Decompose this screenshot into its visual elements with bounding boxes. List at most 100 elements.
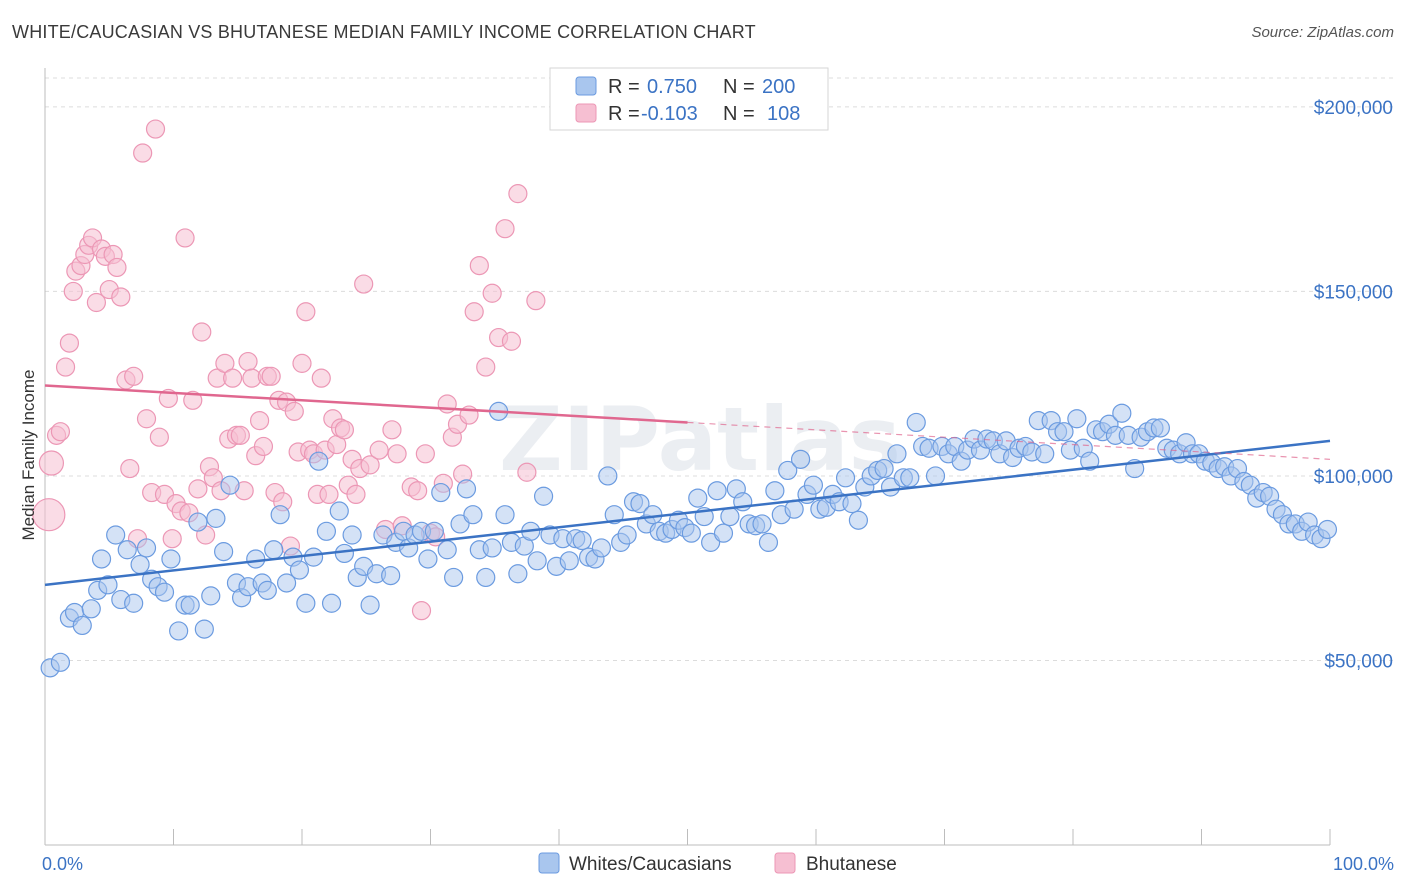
trend-lines: [44, 384, 1331, 587]
bhutanese-points: [32, 119, 546, 621]
whites-point: [1150, 418, 1170, 438]
whites-point: [874, 458, 894, 479]
whites-point: [495, 505, 515, 525]
whites-point: [360, 595, 380, 615]
bhutanese-point: [249, 410, 270, 431]
bottom-legend-swatch-whites: [538, 852, 560, 874]
whites-point: [124, 593, 144, 613]
whites-point: [630, 494, 650, 514]
bhutanese-point: [107, 257, 127, 278]
legend-swatch-bhutanese: [575, 103, 597, 123]
whites-point: [50, 652, 71, 672]
whites-point: [835, 468, 856, 488]
whites-point: [220, 475, 240, 495]
legend-n-label-bhutanese: N =: [723, 103, 755, 125]
whites-point: [309, 451, 329, 471]
whites-point: [598, 466, 618, 486]
legend-n-value-whites: 200: [762, 76, 795, 98]
whites-point: [154, 582, 175, 602]
bhutanese-point: [360, 455, 380, 475]
bhutanese-point: [311, 368, 331, 388]
series-legend: Whites/Caucasians Bhutanese: [538, 852, 897, 875]
whites-point: [418, 549, 438, 569]
whites-trend-line: [44, 439, 1331, 587]
whites-point: [463, 505, 483, 525]
bhutanese-point: [32, 498, 66, 532]
bhutanese-point: [319, 484, 339, 505]
bhutanese-trend-extension: [687, 421, 1331, 460]
legend-r-label-bhutanese: R =: [608, 103, 640, 125]
whites-point: [180, 595, 200, 615]
whites-point: [424, 521, 444, 541]
whites-point: [900, 468, 920, 488]
whites-point: [533, 486, 554, 506]
whites-point: [925, 466, 946, 486]
whites-point: [106, 525, 126, 545]
correlation-legend: R = 0.750 N = 200 R = -0.103 N = 108: [549, 67, 829, 131]
whites-point: [688, 488, 708, 508]
bhutanese-point: [369, 440, 389, 460]
x-tick-labels: 0.0% 100.0%: [42, 854, 1394, 874]
bhutanese-point: [253, 436, 274, 457]
bhutanese-point: [334, 420, 355, 440]
whites-point: [257, 580, 277, 600]
whites-point: [431, 482, 451, 503]
whites-point: [778, 460, 798, 481]
whites-point: [591, 538, 612, 558]
bhutanese-point: [501, 331, 522, 351]
bhutanese-point: [86, 292, 107, 313]
whites-point: [527, 551, 547, 571]
legend-r-value-bhutanese: -0.103: [641, 103, 698, 125]
bhutanese-point: [133, 143, 153, 163]
whites-point: [246, 549, 266, 569]
legend-r-label-whites: R =: [608, 76, 640, 98]
whites-point: [342, 525, 362, 545]
whites-point: [321, 593, 342, 613]
whites-point: [136, 538, 157, 558]
whites-point: [316, 521, 337, 541]
legend-r-value-whites: 0.750: [647, 76, 697, 98]
chart-title: WHITE/CAUCASIAN VS BHUTANESE MEDIAN FAMI…: [12, 22, 756, 42]
bhutanese-point: [476, 357, 496, 377]
whites-point: [206, 508, 226, 528]
whites-point: [188, 512, 208, 532]
whites-point: [117, 540, 137, 560]
whites-point: [214, 542, 234, 562]
whites-point: [303, 547, 324, 567]
whites-point: [1054, 422, 1074, 442]
y-axis-title: Median Family Income: [19, 369, 38, 540]
whites-point: [161, 549, 181, 569]
whites-point: [713, 523, 734, 543]
whites-point: [681, 523, 701, 543]
bhutanese-point: [162, 529, 182, 549]
legend-n-value-bhutanese: 108: [767, 103, 800, 125]
bhutanese-point: [50, 422, 71, 442]
bhutanese-point: [59, 333, 80, 353]
whites-point: [334, 543, 355, 564]
bhutanese-point: [292, 353, 312, 373]
bhutanese-point: [526, 291, 546, 311]
y-tick-label-0: $50,000: [1324, 651, 1393, 672]
bhutanese-point: [469, 255, 489, 276]
whites-point: [1112, 403, 1132, 423]
whites-point: [270, 505, 290, 525]
bhutanese-point: [296, 302, 316, 322]
bhutanese-point: [517, 462, 537, 482]
bhutanese-point: [38, 450, 65, 476]
bhutanese-trend-line: [44, 384, 688, 424]
whites-point: [91, 549, 112, 569]
legend-swatch-whites: [575, 76, 597, 96]
whites-point: [81, 599, 101, 619]
whites-point: [1317, 519, 1338, 540]
watermark: ZIPatlas: [499, 388, 901, 491]
bhutanese-point: [136, 409, 157, 429]
whites-point: [444, 567, 464, 588]
whites-point: [1035, 444, 1055, 464]
bhutanese-point: [120, 458, 140, 479]
whites-point: [758, 532, 779, 552]
whites-point: [765, 481, 785, 501]
y-tick-label-2: $150,000: [1314, 282, 1393, 303]
whites-point: [559, 551, 579, 571]
bhutanese-point: [437, 394, 457, 414]
